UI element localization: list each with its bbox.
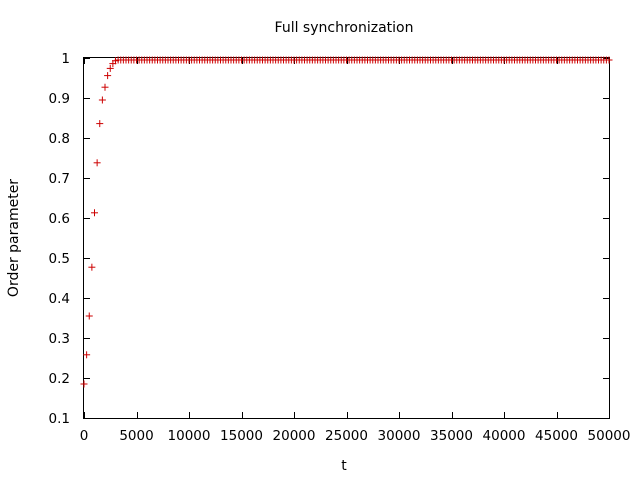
data-point (98, 96, 106, 104)
x-tick-label: 45000 (535, 428, 578, 444)
axis-ticks (84, 58, 610, 419)
x-tick-label: 25000 (325, 428, 368, 444)
x-tick-label: 40000 (483, 428, 526, 444)
y-axis-label: Order parameter (6, 179, 22, 297)
y-tick-label: 0.4 (49, 291, 70, 307)
y-tick-label: 0.5 (49, 251, 70, 267)
data-point (106, 64, 114, 72)
data-point (83, 351, 91, 359)
x-tick-label: 0 (80, 428, 89, 444)
y-tick-label: 0.2 (49, 371, 70, 387)
x-tick-label: 10000 (168, 428, 211, 444)
y-tick-label: 0.9 (49, 91, 70, 107)
x-axis-label: t (341, 458, 347, 474)
y-tick-label: 1 (61, 51, 70, 67)
x-tick-labels: 0 5000 10000 15000 20000 25000 30000 35000 40000… (80, 428, 631, 444)
x-tick-label: 30000 (378, 428, 421, 444)
data-point (104, 72, 112, 80)
chart-title: Full synchronization (275, 20, 414, 36)
data-point (80, 380, 88, 388)
y-tick-label: 0.1 (49, 411, 70, 427)
plot-frame (83, 57, 610, 419)
data-point (96, 120, 104, 128)
data-points (80, 56, 613, 388)
data-point (91, 209, 98, 217)
x-tick-label: 20000 (273, 428, 316, 444)
data-point (101, 83, 109, 91)
x-tick-label: 5000 (119, 428, 153, 444)
data-point (93, 159, 101, 167)
x-tick-label: 35000 (430, 428, 473, 444)
y-tick-label: 0.8 (49, 131, 70, 147)
y-tick-label: 0.3 (49, 331, 70, 347)
y-tick-label: 0.7 (49, 171, 70, 187)
x-tick-label: 15000 (220, 428, 263, 444)
data-point (88, 263, 96, 271)
data-point (85, 312, 93, 320)
y-tick-labels: 0.1 0.2 0.3 0.4 0.5 0.6 0.7 0.8 0.9 1 (49, 51, 70, 427)
data-point (605, 56, 613, 64)
x-tick-label: 50000 (588, 428, 631, 444)
y-tick-label: 0.6 (49, 211, 70, 227)
